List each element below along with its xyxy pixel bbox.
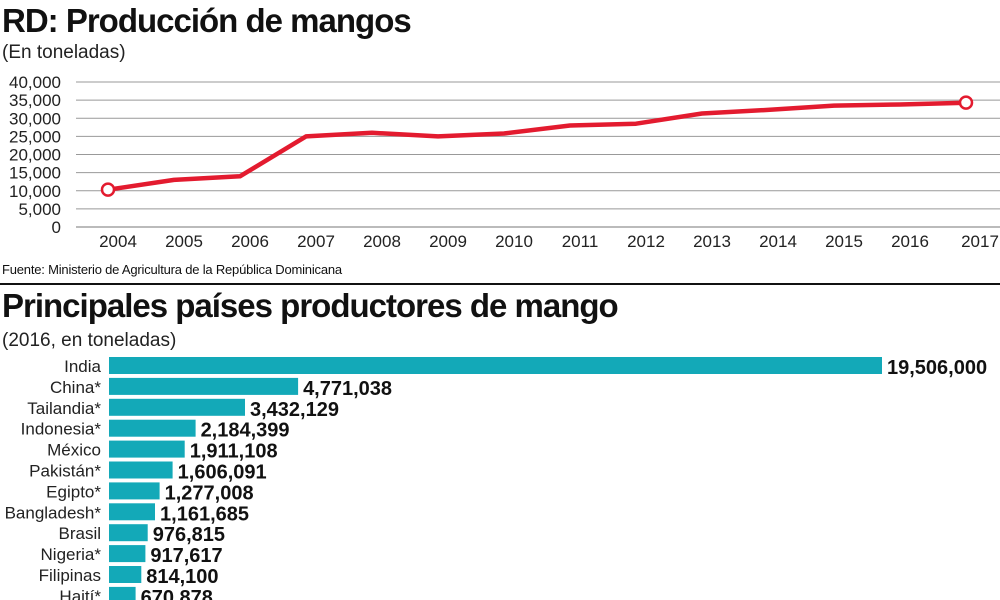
bar-chart-value-label: 1,161,685 — [160, 503, 249, 525]
bar-chart-category-label: Haití* — [59, 587, 101, 600]
line-chart-x-tick-label: 2009 — [429, 232, 467, 251]
bar-chart-value-label: 814,100 — [146, 566, 218, 588]
bar-chart-category-label: Nigeria* — [41, 545, 102, 564]
line-chart-x-tick-label: 2008 — [363, 232, 401, 251]
bar-chart-category-label: Egipto* — [46, 482, 101, 501]
bar-chart-category-label: Bangladesh* — [5, 503, 102, 522]
bar-chart-bar — [109, 524, 148, 542]
bar-chart-value-label: 917,617 — [150, 545, 222, 567]
line-chart-y-tick-label: 0 — [52, 218, 61, 237]
bar-chart-bar — [109, 566, 142, 583]
line-chart-endpoint-marker — [100, 182, 116, 197]
section-divider — [0, 283, 1000, 285]
bar-chart-bar — [109, 419, 196, 437]
bar-chart-category-label: China* — [50, 378, 101, 397]
bar-chart-bar — [109, 586, 136, 600]
bar-chart-subtitle: (2016, en toneladas) — [2, 330, 177, 351]
bar-chart-value-label: 1,606,091 — [178, 462, 267, 484]
bar-chart-bar — [109, 503, 155, 521]
bar-chart-value-label: 4,771,038 — [303, 378, 392, 400]
line-chart-y-tick-label: 30,000 — [9, 109, 61, 128]
line-chart-title: RD: Producción de mangos — [2, 2, 412, 39]
bar-chart-title: Principales países productores de mango — [2, 287, 619, 324]
bar-chart-value-label: 19,506,000 — [887, 357, 987, 379]
line-chart-x-tick-label: 2013 — [693, 232, 731, 251]
line-chart-y-tick-label: 35,000 — [9, 91, 61, 110]
line-chart-grid — [76, 81, 1000, 228]
line-chart-x-tick-label: 2005 — [165, 232, 203, 251]
line-chart-endpoint-marker — [958, 95, 974, 110]
line-chart-x-tick-label: 2016 — [891, 232, 929, 251]
bar-chart-bar — [109, 398, 245, 416]
bar-chart-value-label: 2,184,399 — [201, 420, 290, 442]
line-chart-y-tick-label: 25,000 — [9, 127, 61, 146]
bar-chart-bar — [109, 461, 173, 479]
bar-chart-bar — [109, 482, 160, 500]
bar-chart-value-label: 976,815 — [153, 524, 225, 546]
line-chart-y-tick-label: 40,000 — [9, 73, 61, 92]
line-chart-y-tick-label: 5,000 — [18, 200, 61, 219]
line-chart-x-tick-label: 2011 — [562, 232, 599, 251]
line-chart-x-tick-label: 2014 — [759, 232, 797, 251]
bar-chart-category-label: Filipinas — [39, 566, 101, 585]
bar-chart-category-label: Pakistán* — [29, 462, 101, 481]
line-chart-x-tick-label: 2010 — [495, 232, 533, 251]
line-chart-x-tick-label: 2017 — [961, 232, 999, 251]
line-chart-source: Fuente: Ministerio de Agricultura de la … — [2, 262, 342, 277]
bar-chart-category-label: Indonesia* — [21, 420, 102, 439]
line-chart: 05,00010,00015,00020,00025,00030,00035,0… — [9, 73, 1000, 251]
bar-chart-category-label: Tailandia* — [27, 399, 101, 418]
line-chart-y-axis: 05,00010,00015,00020,00025,00030,00035,0… — [9, 73, 61, 237]
line-chart-y-tick-label: 20,000 — [9, 146, 61, 165]
line-chart-x-tick-label: 2012 — [627, 232, 665, 251]
line-chart-series-line — [105, 100, 969, 192]
bar-chart-value-label: 670,878 — [141, 587, 213, 600]
bar-chart-value-label: 1,277,008 — [165, 482, 254, 504]
line-chart-x-axis: 2004 2005 2006 2007 2008 2009 2010 2011 2012 2013… — [99, 232, 999, 251]
line-chart-series — [100, 95, 974, 197]
line-chart-subtitle: (En toneladas) — [2, 42, 126, 63]
line-chart-x-tick-label: 2015 — [825, 232, 863, 251]
bar-chart-bar — [109, 545, 146, 563]
bar-chart-bar — [109, 377, 299, 395]
line-chart-y-tick-label: 10,000 — [9, 182, 61, 201]
bar-chart-bar — [109, 357, 882, 374]
bar-chart-bar — [109, 440, 185, 458]
bar-chart-value-label: 3,432,129 — [250, 399, 339, 421]
line-chart-x-tick-label: 2006 — [231, 232, 269, 251]
bar-chart-bars: India 19,506,000 China* 4,771,038 Tailandia*… — [5, 357, 987, 600]
line-chart-x-tick-label: 2004 — [99, 232, 137, 251]
bar-chart-category-label: México — [47, 441, 101, 460]
bar-chart-category-label: India — [64, 357, 101, 376]
line-chart-x-tick-label: 2007 — [297, 232, 335, 251]
bar-chart-category-label: Brasil — [58, 524, 101, 543]
bar-chart-value-label: 1,911,108 — [190, 441, 278, 463]
line-chart-y-tick-label: 15,000 — [9, 164, 61, 183]
